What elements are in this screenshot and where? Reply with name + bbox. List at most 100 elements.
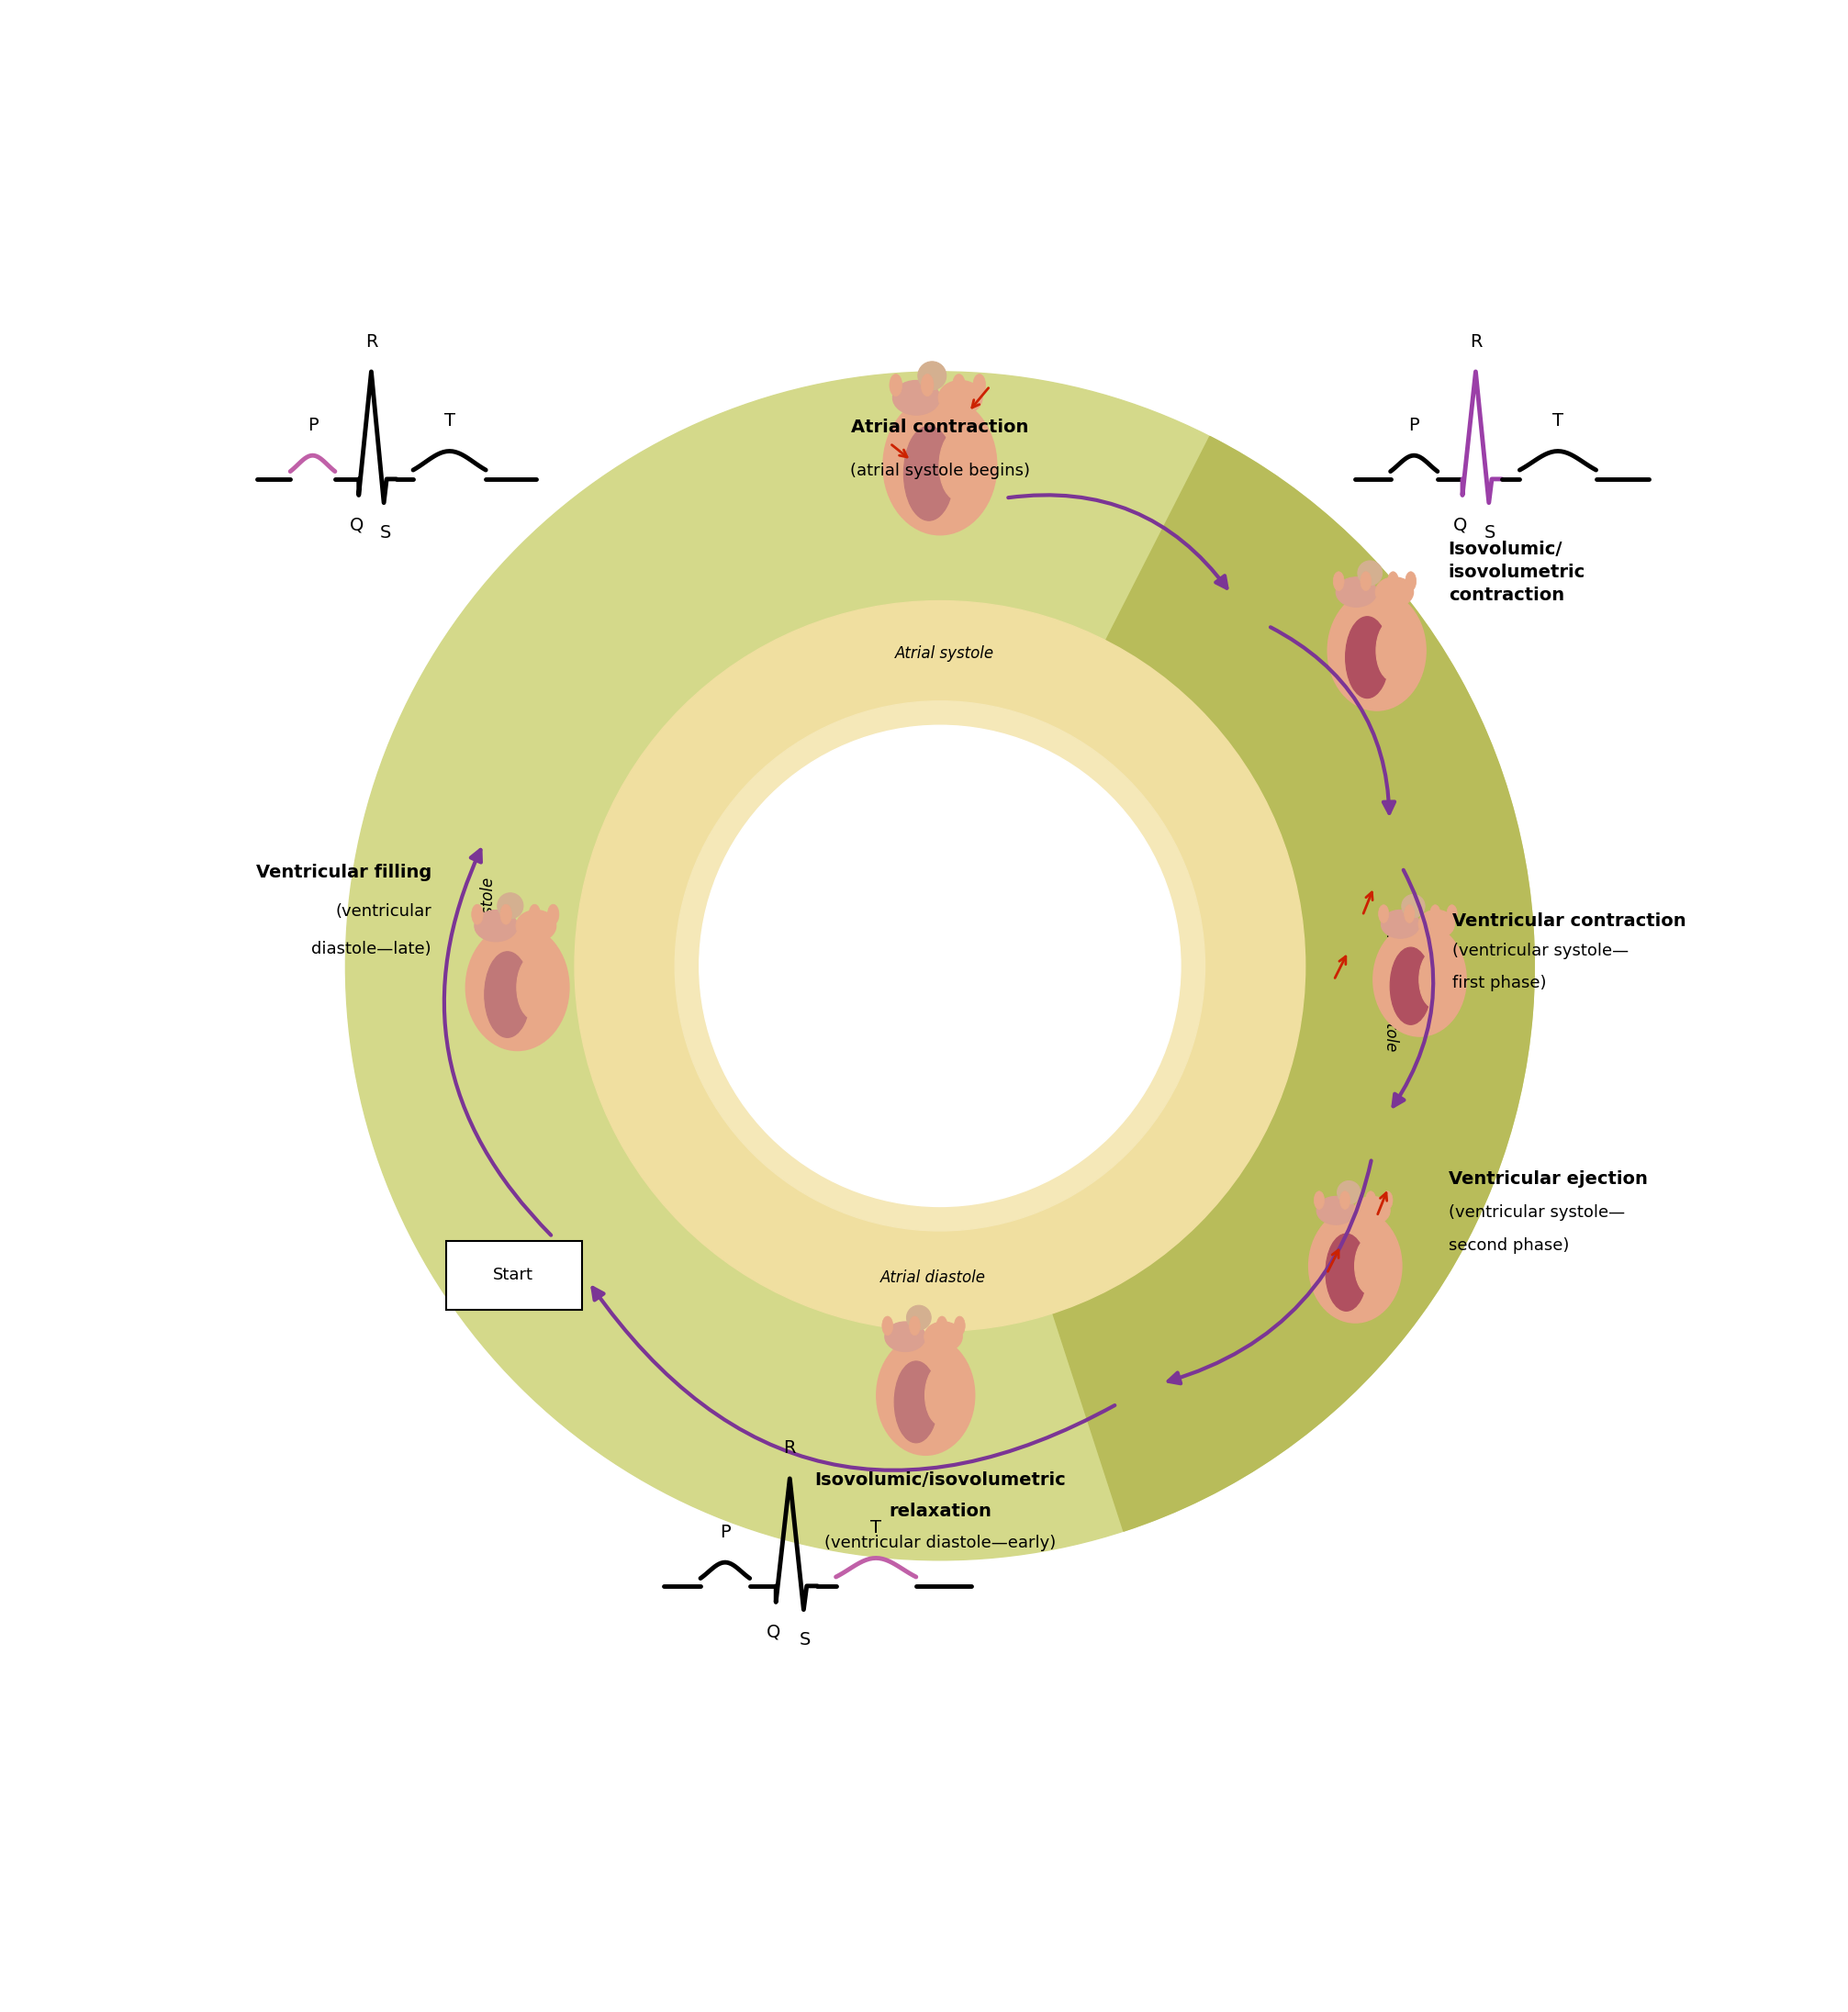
Ellipse shape bbox=[1373, 924, 1465, 1036]
Text: Q: Q bbox=[767, 1624, 780, 1642]
Text: Atrial contraction: Atrial contraction bbox=[852, 418, 1029, 437]
Text: Ventricular ejection: Ventricular ejection bbox=[1449, 1171, 1647, 1187]
Ellipse shape bbox=[1327, 592, 1427, 710]
Text: R: R bbox=[1469, 332, 1482, 350]
Text: Ventricular contraction: Ventricular contraction bbox=[1453, 913, 1687, 930]
Ellipse shape bbox=[1382, 1191, 1393, 1209]
Ellipse shape bbox=[1338, 1181, 1360, 1203]
Ellipse shape bbox=[883, 396, 996, 535]
Ellipse shape bbox=[1404, 905, 1414, 924]
Ellipse shape bbox=[937, 1316, 948, 1336]
FancyArrowPatch shape bbox=[444, 849, 551, 1235]
Text: relaxation: relaxation bbox=[889, 1503, 991, 1521]
Ellipse shape bbox=[894, 1362, 939, 1443]
Ellipse shape bbox=[885, 1322, 926, 1352]
Wedge shape bbox=[941, 437, 1534, 1531]
FancyArrowPatch shape bbox=[1168, 1161, 1371, 1384]
Text: (ventricular: (ventricular bbox=[334, 903, 432, 919]
Circle shape bbox=[346, 372, 1534, 1559]
Text: Ventricular diastole: Ventricular diastole bbox=[480, 877, 497, 1026]
Ellipse shape bbox=[876, 1336, 974, 1455]
Ellipse shape bbox=[893, 380, 941, 414]
Ellipse shape bbox=[466, 924, 569, 1050]
Ellipse shape bbox=[1314, 1191, 1325, 1209]
Ellipse shape bbox=[881, 1316, 893, 1336]
Ellipse shape bbox=[1308, 1209, 1401, 1322]
Text: P: P bbox=[719, 1523, 730, 1541]
Text: (atrial systole begins): (atrial systole begins) bbox=[850, 463, 1029, 479]
Ellipse shape bbox=[939, 380, 983, 414]
Text: T: T bbox=[870, 1519, 881, 1537]
Ellipse shape bbox=[889, 374, 902, 396]
Ellipse shape bbox=[1380, 909, 1419, 938]
Text: Ventricular filling: Ventricular filling bbox=[255, 863, 432, 881]
Ellipse shape bbox=[484, 952, 530, 1038]
Ellipse shape bbox=[1401, 895, 1425, 917]
Ellipse shape bbox=[1447, 905, 1456, 924]
Ellipse shape bbox=[924, 1322, 963, 1352]
Circle shape bbox=[675, 700, 1205, 1231]
Ellipse shape bbox=[952, 374, 965, 396]
Text: Isovolumic/isovolumetric: Isovolumic/isovolumetric bbox=[815, 1471, 1066, 1489]
FancyArrowPatch shape bbox=[1271, 628, 1395, 813]
Text: Atrial diastole: Atrial diastole bbox=[880, 1270, 985, 1286]
Ellipse shape bbox=[1355, 1197, 1390, 1225]
Text: T: T bbox=[1552, 412, 1563, 431]
Ellipse shape bbox=[904, 427, 954, 521]
Text: R: R bbox=[784, 1441, 796, 1457]
Ellipse shape bbox=[475, 909, 517, 942]
Ellipse shape bbox=[909, 1316, 920, 1336]
Text: Isovolumic/
isovolumetric
contraction: Isovolumic/ isovolumetric contraction bbox=[1449, 541, 1586, 604]
Text: diastole—late): diastole—late) bbox=[312, 940, 432, 958]
Text: P: P bbox=[307, 416, 318, 435]
Text: Q: Q bbox=[1453, 517, 1467, 533]
Text: P: P bbox=[1408, 416, 1419, 435]
Ellipse shape bbox=[1340, 1191, 1351, 1209]
Ellipse shape bbox=[1325, 1233, 1368, 1312]
Ellipse shape bbox=[471, 903, 482, 924]
FancyBboxPatch shape bbox=[445, 1241, 582, 1310]
Text: Start: Start bbox=[493, 1268, 534, 1284]
Ellipse shape bbox=[1377, 620, 1410, 682]
Ellipse shape bbox=[516, 909, 556, 942]
Ellipse shape bbox=[1404, 571, 1416, 592]
Text: T: T bbox=[444, 412, 455, 431]
Ellipse shape bbox=[1345, 616, 1390, 698]
Ellipse shape bbox=[1375, 577, 1414, 608]
Ellipse shape bbox=[1419, 909, 1454, 938]
FancyArrowPatch shape bbox=[593, 1288, 1114, 1471]
Text: Ventricular systole: Ventricular systole bbox=[1382, 909, 1399, 1050]
Text: first phase): first phase) bbox=[1453, 976, 1547, 992]
Ellipse shape bbox=[501, 903, 512, 924]
Text: Q: Q bbox=[349, 517, 364, 533]
Ellipse shape bbox=[954, 1316, 965, 1336]
Ellipse shape bbox=[918, 362, 946, 390]
Ellipse shape bbox=[1360, 571, 1371, 592]
Ellipse shape bbox=[1358, 561, 1382, 585]
FancyArrowPatch shape bbox=[1009, 495, 1227, 588]
Text: S: S bbox=[800, 1632, 811, 1648]
FancyArrowPatch shape bbox=[1393, 869, 1434, 1107]
Text: S: S bbox=[379, 525, 392, 541]
Ellipse shape bbox=[1430, 905, 1440, 924]
Ellipse shape bbox=[1336, 577, 1377, 608]
Ellipse shape bbox=[974, 374, 985, 396]
Ellipse shape bbox=[517, 956, 553, 1020]
Ellipse shape bbox=[1419, 950, 1451, 1008]
Text: (ventricular systole—: (ventricular systole— bbox=[1453, 942, 1630, 960]
Ellipse shape bbox=[1379, 905, 1390, 924]
Text: (ventricular systole—: (ventricular systole— bbox=[1449, 1205, 1624, 1221]
Text: second phase): second phase) bbox=[1449, 1237, 1569, 1253]
Ellipse shape bbox=[1366, 1191, 1377, 1209]
Ellipse shape bbox=[907, 1306, 931, 1330]
Ellipse shape bbox=[529, 903, 540, 924]
Circle shape bbox=[699, 726, 1181, 1207]
Ellipse shape bbox=[1316, 1197, 1355, 1225]
Ellipse shape bbox=[547, 903, 558, 924]
Text: R: R bbox=[366, 332, 377, 350]
Ellipse shape bbox=[1390, 948, 1432, 1024]
Circle shape bbox=[575, 602, 1305, 1332]
Ellipse shape bbox=[926, 1364, 959, 1427]
Ellipse shape bbox=[1355, 1237, 1386, 1296]
Ellipse shape bbox=[939, 431, 979, 501]
